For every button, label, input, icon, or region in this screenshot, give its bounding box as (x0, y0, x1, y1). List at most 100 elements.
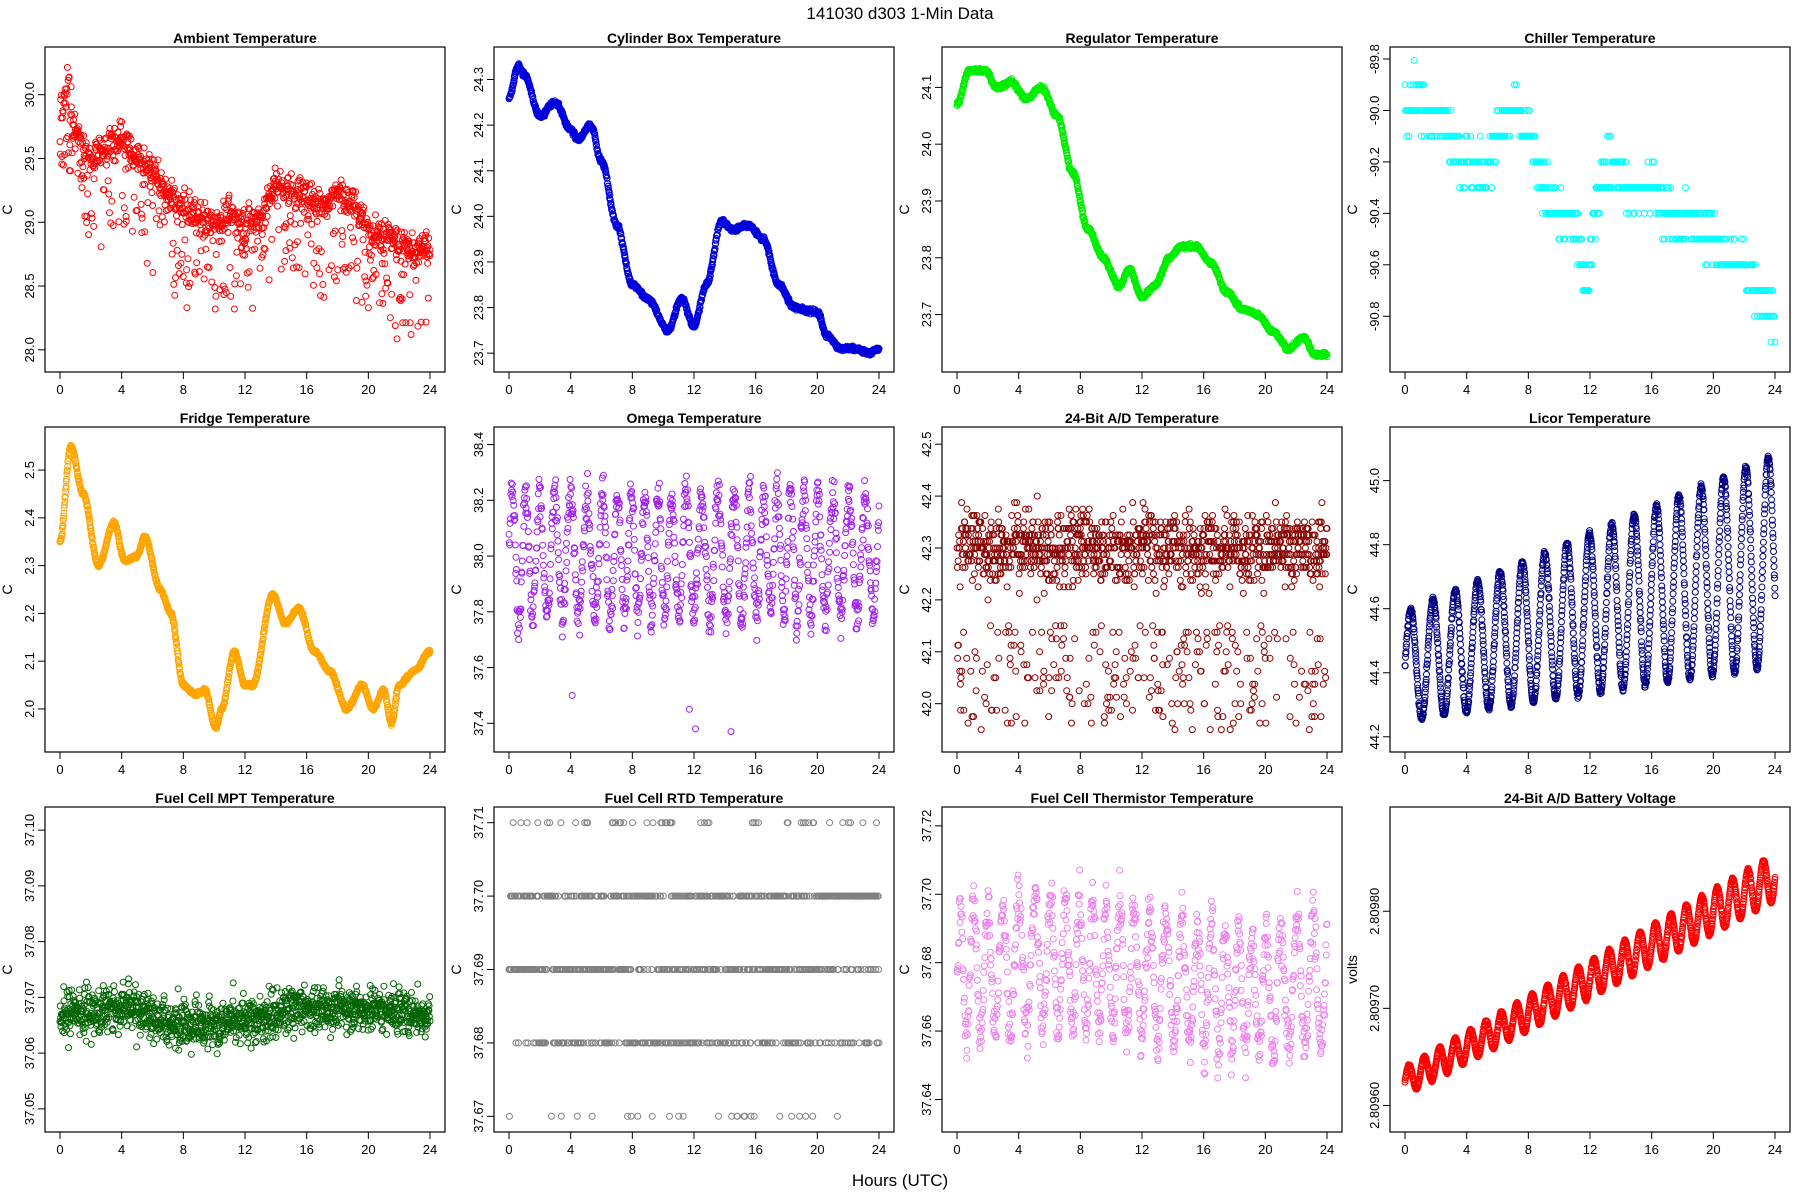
data-point (402, 319, 410, 327)
data-point (396, 246, 404, 254)
data-point (154, 156, 162, 164)
data-point (329, 202, 337, 210)
data-point (180, 209, 188, 217)
data-point (199, 233, 207, 241)
data-point (407, 331, 415, 338)
data-point (186, 279, 194, 287)
data-point (304, 212, 312, 220)
x-tick-label: 16 (748, 382, 762, 397)
data-point (169, 239, 177, 247)
data-point (201, 199, 209, 207)
data-point (392, 228, 400, 236)
data-point (83, 171, 91, 179)
data-point (334, 266, 342, 274)
data-point (412, 276, 420, 284)
data-point (63, 90, 71, 98)
data-point (185, 188, 193, 196)
data-point (183, 304, 191, 312)
data-point (244, 283, 252, 291)
data-point (324, 205, 332, 213)
data-point (255, 224, 263, 232)
data-point (282, 247, 290, 255)
data-point (306, 181, 314, 189)
data-point (1476, 132, 1484, 140)
data-point (106, 209, 113, 217)
x-tick-label: 4 (1463, 382, 1470, 397)
data-point (118, 192, 126, 199)
data-point (384, 279, 392, 287)
data-point (75, 123, 83, 131)
data-point (1640, 209, 1648, 217)
data-point (376, 230, 384, 238)
data-point (378, 290, 386, 298)
data-point (287, 170, 295, 178)
data-point (320, 293, 328, 301)
data-point (143, 259, 151, 267)
data-point (68, 149, 76, 157)
data-point (68, 111, 76, 119)
data-point (379, 246, 387, 253)
x-tick-label: 16 (1196, 382, 1210, 397)
data-point (217, 211, 225, 219)
data-point (256, 264, 264, 272)
x-tick-label: 12 (1583, 382, 1597, 397)
x-tick-label: 12 (687, 382, 701, 397)
data-point (347, 223, 354, 231)
data-point (378, 260, 386, 267)
data-point (109, 133, 116, 141)
data-point (372, 211, 379, 219)
data-point (360, 203, 368, 211)
data-point (424, 259, 432, 267)
data-point (251, 245, 259, 253)
x-tick-label: 20 (810, 382, 824, 397)
data-point (118, 118, 126, 126)
data-point (209, 237, 217, 245)
data-point (84, 190, 92, 198)
data-point (331, 227, 339, 235)
data-point (232, 272, 240, 280)
data-point (399, 319, 407, 327)
data-point (202, 245, 210, 253)
data-point (307, 240, 315, 248)
data-point (345, 264, 353, 272)
data-point (327, 262, 335, 270)
data-point (393, 335, 401, 343)
data-point (179, 273, 187, 280)
data-point (281, 224, 289, 232)
data-point (326, 202, 334, 210)
data-point (71, 110, 79, 118)
data-point (137, 152, 144, 160)
data-points (56, 441, 434, 733)
data-point (171, 291, 179, 299)
data-point (406, 291, 414, 299)
data-point (240, 206, 248, 214)
data-point (149, 269, 157, 276)
data-point (197, 247, 205, 255)
data-point (361, 248, 369, 256)
data-point (242, 236, 250, 244)
y-tick-label: 23.7 (471, 341, 486, 366)
data-point (308, 200, 316, 207)
data-point (283, 182, 291, 190)
data-point (111, 157, 119, 165)
y-tick-label: -89.8 (1367, 44, 1382, 74)
data-point (75, 138, 82, 146)
data-point (103, 155, 111, 163)
data-point (128, 227, 136, 235)
y-tick-label: 24.0 (471, 204, 486, 229)
data-point (65, 73, 73, 81)
data-point (1410, 57, 1418, 64)
data-point (1682, 184, 1689, 192)
data-point (61, 99, 69, 107)
data-point (167, 187, 175, 194)
data-point (313, 264, 321, 272)
y-tick-label: 24.0 (919, 132, 934, 157)
data-point (225, 194, 233, 202)
data-point (127, 135, 135, 143)
data-point (59, 109, 67, 117)
data-point (301, 270, 309, 278)
data-point (63, 63, 71, 71)
data-point (108, 197, 116, 205)
data-point (138, 210, 145, 218)
